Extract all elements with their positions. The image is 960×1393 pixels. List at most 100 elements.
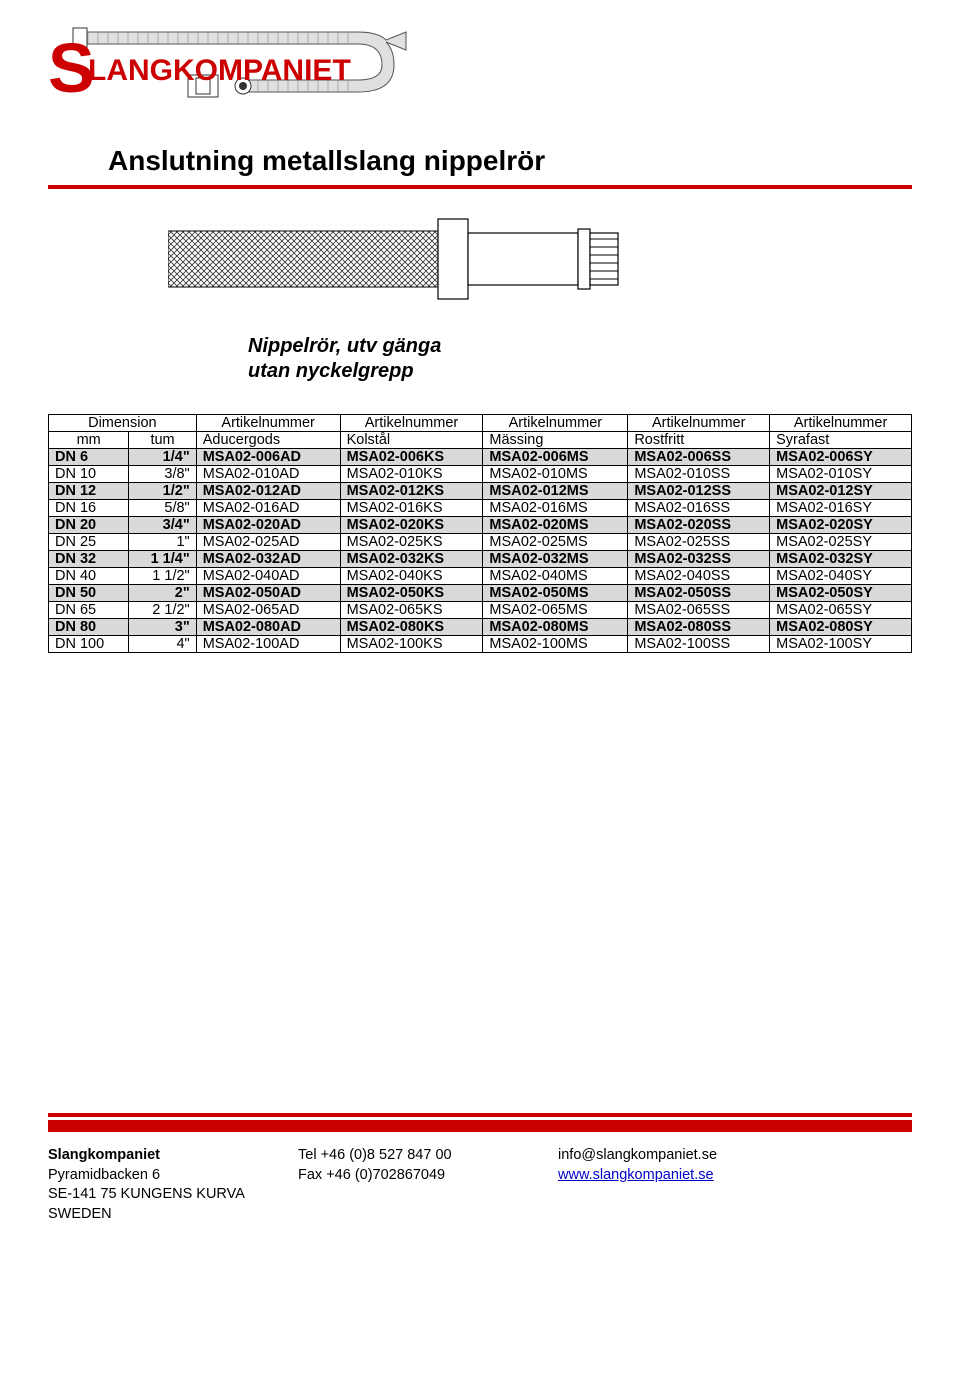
cell-tum: 4" (129, 636, 196, 653)
cell-tum: 5/8" (129, 500, 196, 517)
cell-massing: MSA02-100MS (483, 636, 628, 653)
cell-aducergods: MSA02-016AD (196, 500, 340, 517)
footer-online: info@slangkompaniet.se www.slangkompanie… (558, 1146, 912, 1224)
cell-tum: 3/4" (129, 517, 196, 534)
cell-kolstal: MSA02-065KS (340, 602, 483, 619)
title-underline (48, 185, 912, 189)
cell-tum: 1" (129, 534, 196, 551)
cell-syrafast: MSA02-080SY (770, 619, 912, 636)
footer-web-link[interactable]: www.slangkompaniet.se (558, 1167, 714, 1183)
cell-massing: MSA02-050MS (483, 585, 628, 602)
cell-mm: DN 100 (49, 636, 129, 653)
th-artikelnummer: Artikelnummer (628, 415, 770, 432)
cell-mm: DN 16 (49, 500, 129, 517)
th-artikelnummer: Artikelnummer (340, 415, 483, 432)
cell-mm: DN 50 (49, 585, 129, 602)
logo: S LANGKOMPANIET (48, 20, 912, 120)
cell-massing: MSA02-006MS (483, 449, 628, 466)
table-row: DN 121/2"MSA02-012ADMSA02-012KSMSA02-012… (49, 483, 912, 500)
cell-tum: 1 1/4" (129, 551, 196, 568)
cell-aducergods: MSA02-025AD (196, 534, 340, 551)
cell-kolstal: MSA02-010KS (340, 466, 483, 483)
footer-fax: Fax +46 (0)702867049 (298, 1167, 445, 1183)
product-diagram (168, 199, 912, 324)
cell-kolstal: MSA02-040KS (340, 568, 483, 585)
cell-aducergods: MSA02-100AD (196, 636, 340, 653)
th-artikelnummer: Artikelnummer (770, 415, 912, 432)
cell-aducergods: MSA02-032AD (196, 551, 340, 568)
th-syrafast: Syrafast (770, 432, 912, 449)
cell-kolstal: MSA02-100KS (340, 636, 483, 653)
cell-aducergods: MSA02-006AD (196, 449, 340, 466)
cell-mm: DN 6 (49, 449, 129, 466)
cell-kolstal: MSA02-080KS (340, 619, 483, 636)
cell-aducergods: MSA02-050AD (196, 585, 340, 602)
footer-tel: Tel +46 (0)8 527 847 00 (298, 1147, 452, 1163)
cell-mm: DN 80 (49, 619, 129, 636)
cell-syrafast: MSA02-020SY (770, 517, 912, 534)
th-massing: Mässing (483, 432, 628, 449)
product-table: Dimension Artikelnummer Artikelnummer Ar… (48, 414, 912, 653)
th-tum: tum (129, 432, 196, 449)
subtitle-line1: Nippelrör, utv gänga (248, 335, 441, 357)
cell-aducergods: MSA02-065AD (196, 602, 340, 619)
cell-rostfritt: MSA02-032SS (628, 551, 770, 568)
cell-tum: 1 1/2" (129, 568, 196, 585)
cell-kolstal: MSA02-016KS (340, 500, 483, 517)
cell-rostfritt: MSA02-010SS (628, 466, 770, 483)
table-row: DN 61/4"MSA02-006ADMSA02-006KSMSA02-006M… (49, 449, 912, 466)
cell-massing: MSA02-012MS (483, 483, 628, 500)
cell-massing: MSA02-065MS (483, 602, 628, 619)
table-row: DN 652 1/2"MSA02-065ADMSA02-065KSMSA02-0… (49, 602, 912, 619)
footer: Slangkompaniet Pyramidbacken 6 SE-141 75… (48, 1113, 912, 1224)
table-row: DN 203/4"MSA02-020ADMSA02-020KSMSA02-020… (49, 517, 912, 534)
cell-massing: MSA02-032MS (483, 551, 628, 568)
cell-massing: MSA02-010MS (483, 466, 628, 483)
cell-mm: DN 40 (49, 568, 129, 585)
cell-aducergods: MSA02-020AD (196, 517, 340, 534)
cell-aducergods: MSA02-010AD (196, 466, 340, 483)
table-row: DN 321 1/4"MSA02-032ADMSA02-032KSMSA02-0… (49, 551, 912, 568)
table-row: DN 502"MSA02-050ADMSA02-050KSMSA02-050MS… (49, 585, 912, 602)
table-row: DN 165/8"MSA02-016ADMSA02-016KS MSA02-016… (49, 500, 912, 517)
cell-rostfritt: MSA02-050SS (628, 585, 770, 602)
logo-text: LANGKOMPANIET (88, 54, 351, 87)
cell-mm: DN 12 (49, 483, 129, 500)
page-title: Anslutning metallslang nippelrör (108, 145, 912, 177)
cell-massing: MSA02-040MS (483, 568, 628, 585)
cell-kolstal: MSA02-050KS (340, 585, 483, 602)
cell-rostfritt: MSA02-080SS (628, 619, 770, 636)
th-aducergods: Aducergods (196, 432, 340, 449)
cell-rostfritt: MSA02-040SS (628, 568, 770, 585)
table-row: DN 251"MSA02-025ADMSA02-025KSMSA02-025MS… (49, 534, 912, 551)
cell-syrafast: MSA02-012SY (770, 483, 912, 500)
cell-tum: 1/2" (129, 483, 196, 500)
cell-rostfritt: MSA02-016SS (628, 500, 770, 517)
cell-mm: DN 65 (49, 602, 129, 619)
footer-addr3: SWEDEN (48, 1206, 112, 1222)
cell-mm: DN 20 (49, 517, 129, 534)
th-mm: mm (49, 432, 129, 449)
cell-aducergods: MSA02-080AD (196, 619, 340, 636)
cell-rostfritt: MSA02-020SS (628, 517, 770, 534)
cell-syrafast: MSA02-065SY (770, 602, 912, 619)
table-row: DN 1004"MSA02-100ADMSA02-100KSMSA02-100M… (49, 636, 912, 653)
cell-aducergods: MSA02-040AD (196, 568, 340, 585)
th-rostfritt: Rostfritt (628, 432, 770, 449)
cell-kolstal: MSA02-006KS (340, 449, 483, 466)
cell-tum: 2 1/2" (129, 602, 196, 619)
table-row: DN 401 1/2"MSA02-040ADMSA02-040KSMSA02-0… (49, 568, 912, 585)
cell-tum: 3" (129, 619, 196, 636)
cell-massing: MSA02-080MS (483, 619, 628, 636)
cell-syrafast: MSA02-050SY (770, 585, 912, 602)
cell-mm: DN 25 (49, 534, 129, 551)
cell-massing: MSA02-020MS (483, 517, 628, 534)
cell-kolstal: MSA02-025KS (340, 534, 483, 551)
cell-syrafast: MSA02-010SY (770, 466, 912, 483)
footer-addr1: Pyramidbacken 6 (48, 1167, 160, 1183)
cell-tum: 2" (129, 585, 196, 602)
cell-massing: MSA02-025MS (483, 534, 628, 551)
cell-mm: DN 10 (49, 466, 129, 483)
cell-rostfritt: MSA02-012SS (628, 483, 770, 500)
cell-rostfritt: MSA02-100SS (628, 636, 770, 653)
